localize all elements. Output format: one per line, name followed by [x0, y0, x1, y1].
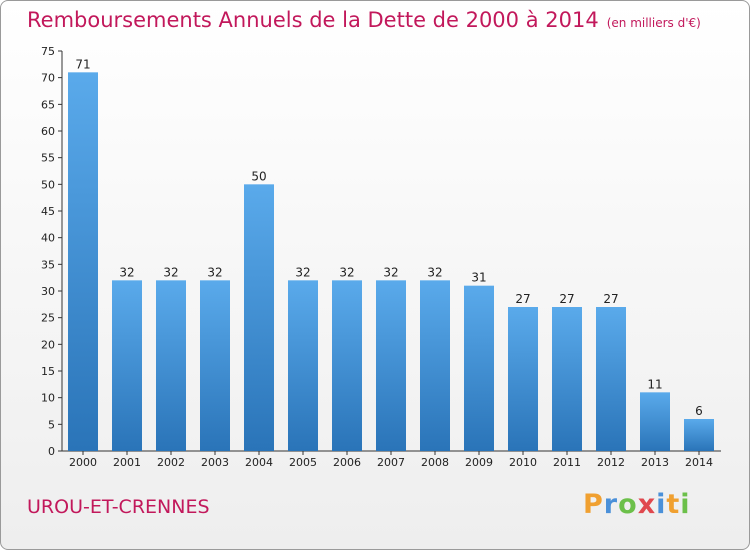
data-label: 11	[647, 377, 662, 391]
bar	[112, 280, 142, 451]
bar	[684, 419, 714, 451]
y-tick-label: 45	[41, 205, 55, 218]
bar	[508, 307, 538, 451]
y-tick-label: 35	[41, 258, 55, 271]
data-label: 32	[119, 265, 134, 279]
chart-subtitle: (en milliers d'€)	[606, 16, 701, 30]
y-tick-label: 10	[41, 392, 55, 405]
x-tick-label: 2004	[245, 456, 273, 469]
chart-title: Remboursements Annuels de la Dette de 20…	[27, 8, 701, 32]
bar	[552, 307, 582, 451]
logo-letter: r	[603, 489, 619, 520]
data-label: 32	[207, 265, 222, 279]
bar	[332, 280, 362, 451]
x-tick-label: 2000	[69, 456, 97, 469]
logo-letter: x	[637, 489, 657, 520]
proxiti-logo[interactable]: Proxiti	[583, 489, 691, 520]
bar	[596, 307, 626, 451]
y-tick-label: 40	[41, 232, 55, 245]
data-label: 27	[603, 292, 618, 306]
bar	[68, 72, 98, 451]
bar	[464, 285, 494, 451]
x-tick-label: 2005	[289, 456, 317, 469]
x-tick-label: 2014	[685, 456, 713, 469]
logo-letter: P	[583, 489, 604, 520]
y-tick-label: 5	[48, 418, 55, 431]
y-tick-label: 15	[41, 365, 55, 378]
bar	[420, 280, 450, 451]
x-tick-label: 2009	[465, 456, 493, 469]
y-tick-label: 20	[41, 338, 55, 351]
y-tick-label: 25	[41, 312, 55, 325]
y-tick-label: 55	[41, 152, 55, 165]
bar	[200, 280, 230, 451]
commune-name: UROU-ET-CRENNES	[27, 496, 210, 518]
x-tick-label: 2002	[157, 456, 185, 469]
bar	[376, 280, 406, 451]
data-label: 32	[383, 265, 398, 279]
y-tick-label: 0	[48, 445, 55, 458]
y-tick-label: 60	[41, 125, 55, 138]
y-tick-label: 65	[41, 98, 55, 111]
data-label: 32	[427, 265, 442, 279]
bar	[288, 280, 318, 451]
data-label: 27	[559, 292, 574, 306]
x-tick-label: 2011	[553, 456, 581, 469]
data-label: 71	[75, 57, 90, 71]
x-tick-label: 2001	[113, 456, 141, 469]
logo-letter: t	[666, 489, 681, 520]
logo-letter: i	[680, 489, 691, 520]
x-tick-label: 2008	[421, 456, 449, 469]
logo-letter: o	[618, 489, 638, 520]
data-label: 27	[515, 292, 530, 306]
y-tick-label: 75	[41, 45, 55, 58]
bar	[156, 280, 186, 451]
x-tick-label: 2006	[333, 456, 361, 469]
bar	[244, 184, 274, 452]
data-label: 50	[251, 169, 266, 183]
data-label: 32	[295, 265, 310, 279]
x-tick-label: 2010	[509, 456, 537, 469]
logo-letter: i	[656, 489, 667, 520]
x-tick-label: 2013	[641, 456, 669, 469]
chart-title-text: Remboursements Annuels de la Dette de 20…	[27, 8, 599, 32]
y-tick-label: 30	[41, 285, 55, 298]
x-tick-label: 2012	[597, 456, 625, 469]
data-label: 32	[163, 265, 178, 279]
x-tick-label: 2007	[377, 456, 405, 469]
x-tick-label: 2003	[201, 456, 229, 469]
y-tick-label: 70	[41, 72, 55, 85]
y-tick-label: 50	[41, 178, 55, 191]
data-label: 32	[339, 265, 354, 279]
data-label: 6	[695, 404, 703, 418]
data-label: 31	[471, 271, 486, 285]
bar	[640, 392, 670, 451]
